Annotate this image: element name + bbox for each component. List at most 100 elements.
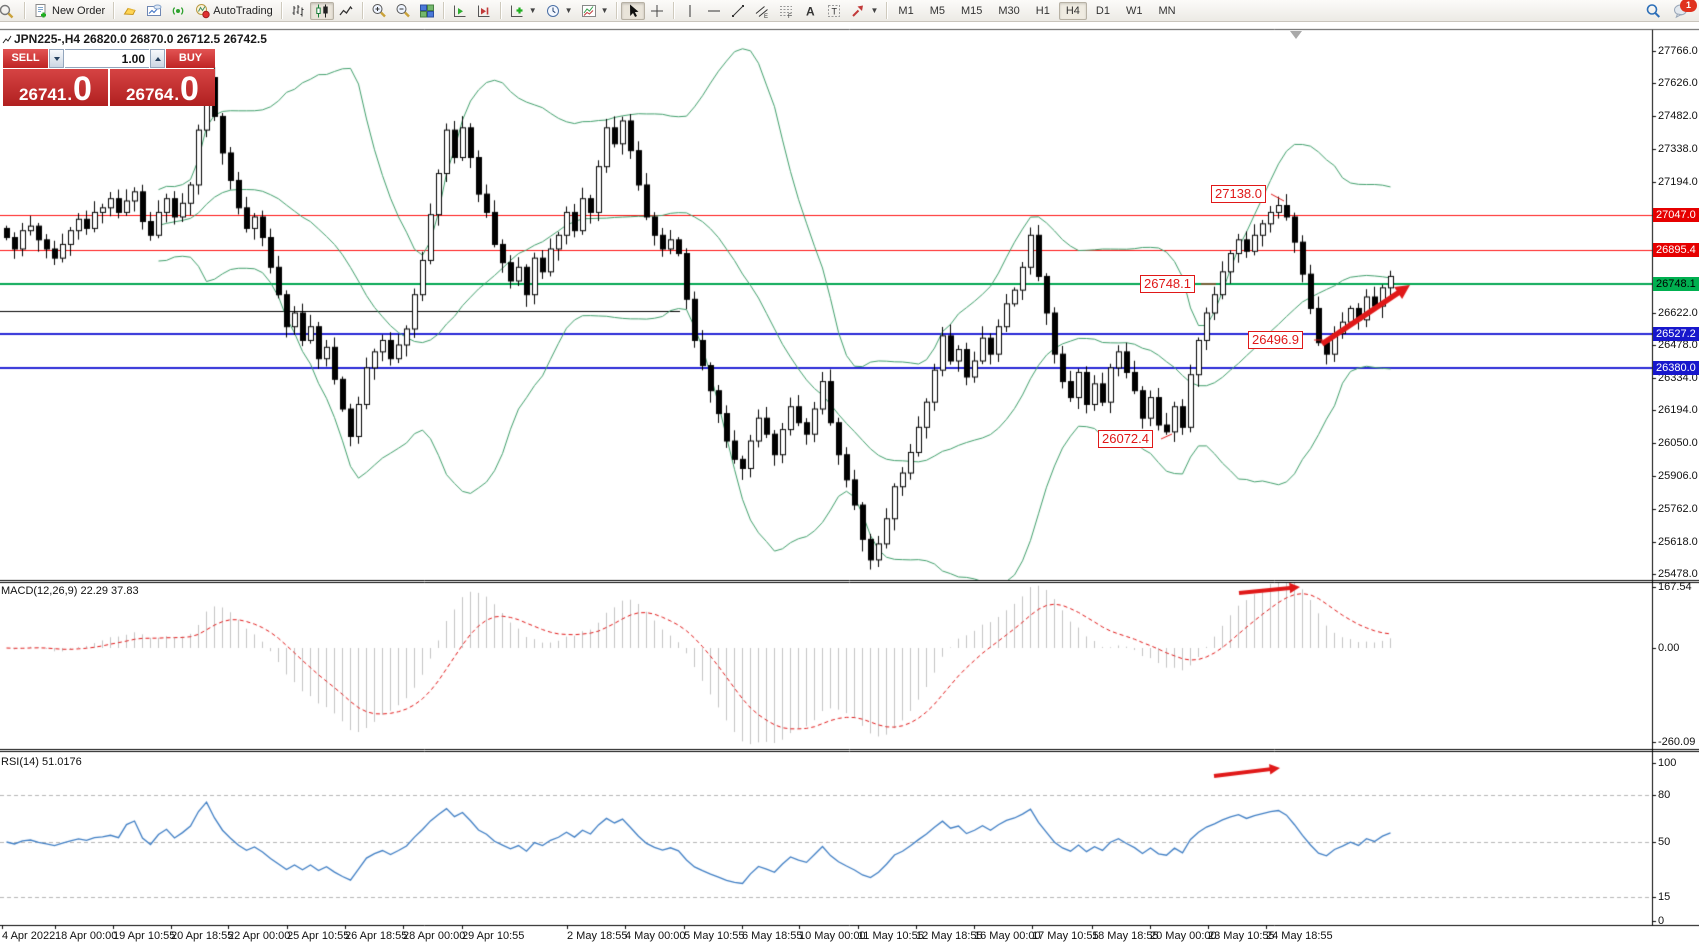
timeframe-button-d1[interactable]: D1 [1095,4,1110,17]
buy-price-panel[interactable]: 26764. 0 [110,69,215,106]
date-tick-label: 5 May 10:55 [684,930,745,942]
toolbar-separator [886,2,888,19]
horizontal-line-button[interactable] [702,2,726,20]
zoom-in-button[interactable] [367,2,391,20]
autotrading-icon [196,3,210,18]
svg-text:A: A [806,4,815,18]
price-tick-label: 26194.0 [1658,404,1698,417]
timeframe-button-m15[interactable]: M15 [960,4,983,17]
up-arrow-icon [154,56,161,61]
buy-button[interactable]: BUY [166,49,215,68]
gold-package-icon[interactable] [118,2,142,20]
timeframe-button-mn[interactable]: MN [1158,4,1176,17]
timeframe-button-h1[interactable]: H1 [1035,4,1050,17]
periods-button[interactable]: ▼ [541,2,577,20]
templates-button[interactable]: ▼ [577,2,613,20]
notification-count-badge: 1 [1680,0,1697,12]
chart-shift-marker[interactable] [1290,31,1302,39]
date-tick-label: 25 Apr 10:55 [287,930,350,942]
trendline-button[interactable] [726,2,750,20]
vertical-line-button[interactable] [678,2,702,20]
candlestick-chart-button[interactable] [309,1,334,20]
date-tick-label: 11 May 10:55 [858,930,924,942]
macd-tick-label: -260.09 [1658,736,1696,749]
price-tick-label: 27338.0 [1658,142,1698,155]
timeframe-button-h4[interactable]: H4 [1058,1,1087,20]
timeframe-button-m1[interactable]: M1 [898,4,914,17]
price-annotation[interactable]: 26496.9 [1248,331,1303,349]
volume-input[interactable] [65,49,149,68]
date-tick-label: 20 Apr 18:55 [171,930,234,942]
date-tick-label: 2 May 18:55 [567,930,628,942]
shapes-button[interactable]: ▼ [846,2,882,20]
rsi-tick-label: 50 [1658,836,1671,848]
rsi-indicator-label: RSI(14) 51.0176 [1,756,82,768]
chart-title: JPN225-,H4 26820.0 26870.0 26712.5 26742… [14,32,267,46]
toolbar-separator [673,2,675,19]
svg-text:E: E [764,14,768,19]
date-tick-label: 10 May 00:00 [799,930,866,942]
indicators-button[interactable]: ▼ [505,2,541,20]
price-annotation[interactable]: 26748.1 [1140,275,1195,293]
date-tick-label: 18 May 18:55 [1092,930,1159,942]
step-forward-chart-button[interactable] [448,2,472,20]
price-tick-label: 27626.0 [1658,77,1698,89]
price-line-badge: 26748.1 [1653,276,1699,291]
timeframe-button-m5[interactable]: M5 [929,4,945,17]
sell-button[interactable]: SELL [3,49,48,68]
toolbar-separator [499,2,501,19]
buy-price-dot: . [174,85,180,104]
svg-text:T: T [832,6,838,16]
equidistant-channel-button[interactable]: E [750,2,774,20]
notifications-icon[interactable]: 1 [1669,0,1697,20]
sell-price-dot: . [67,85,73,104]
price-annotation[interactable]: 26072.4 [1098,430,1153,448]
text-tool-button[interactable]: A [798,2,822,20]
new-order-label: New Order [52,4,106,17]
chart-title-icon [2,35,12,44]
date-tick-label: 4 Apr 2022 [2,930,56,942]
timeframe-button-w1[interactable]: W1 [1125,4,1143,17]
date-tick-label: 6 May 18:55 [742,930,803,942]
sell-price-panel[interactable]: 26741. 0 [3,69,108,106]
price-tick-label: 25762.0 [1658,503,1698,516]
price-tick-label: 26478.0 [1658,339,1698,352]
new-order-icon [35,3,46,17]
one-click-trading-panel: SELL BUY 26741.0 26764.0 [3,49,215,106]
fibonacci-button[interactable]: F [774,2,798,20]
date-tick-label: 19 Apr 10:55 [113,930,176,942]
zoom-out-button[interactable] [391,2,415,20]
rsi-tick-label: 80 [1658,788,1671,801]
date-tick-label: 18 Apr 00:00 [55,930,118,942]
chart-area: JPN225-,H4 26820.0 26870.0 26712.5 26742… [0,23,1699,943]
price-line-badge: 27047.0 [1653,208,1699,223]
buy-price-main: 26764 [126,85,174,104]
autotrading-button[interactable]: AutoTrading [190,2,277,20]
new-order-button[interactable]: New Order [29,2,109,20]
search-icon[interactable] [1641,2,1665,20]
down-arrow-icon [53,56,60,61]
line-chart-button[interactable] [334,2,358,20]
chart-publish-icon[interactable] [142,2,166,20]
rsi-tick-label: 0 [1658,915,1665,927]
crosshair-button[interactable] [645,2,669,20]
text-label-button[interactable]: T [822,2,846,20]
volume-increase-button[interactable] [150,49,165,68]
step-end-chart-button[interactable] [472,2,496,20]
price-tick-label: 26622.0 [1658,306,1698,319]
shapes-dropdown-caret: ▼ [870,5,879,15]
clipped-magnifier-icon[interactable] [0,2,20,20]
price-annotation[interactable]: 27138.0 [1211,185,1266,203]
timeframe-button-m30[interactable]: M30 [998,4,1020,17]
date-tick-label: 20 May 00:00 [1150,930,1217,942]
date-tick-label: 16 May 00:00 [974,930,1041,942]
toolbar-separator [442,2,444,19]
price-tick-label: 25478.0 [1658,568,1698,581]
signals-icon[interactable] [166,2,190,20]
tile-windows-button[interactable] [415,2,439,20]
cursor-button[interactable] [621,1,646,20]
date-tick-label: 4 May 00:00 [625,930,686,942]
volume-decrease-button[interactable] [49,49,64,68]
bar-chart-button[interactable] [286,2,310,20]
chart-canvas[interactable] [0,23,1699,943]
